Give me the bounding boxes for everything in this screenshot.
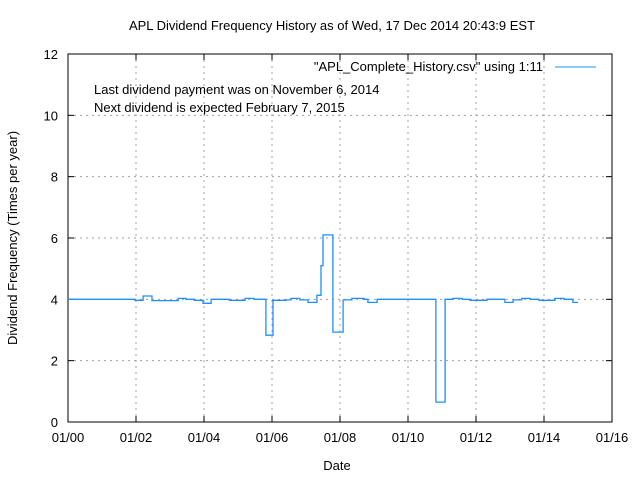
x-tick-label: 01/00: [52, 430, 85, 445]
x-axis-label: Date: [323, 458, 350, 473]
x-tick-label: 01/14: [528, 430, 561, 445]
x-tick-label: 01/12: [460, 430, 493, 445]
x-tick-label: 01/06: [256, 430, 289, 445]
grid-lines: [68, 54, 612, 422]
annotation-last-dividend: Last dividend payment was on November 6,…: [94, 82, 379, 97]
chart-title: APL Dividend Frequency History as of Wed…: [129, 18, 535, 33]
y-tick-label: 2: [51, 354, 58, 369]
x-tick-label: 01/16: [596, 430, 629, 445]
x-tick-label: 01/04: [188, 430, 221, 445]
y-tick-label: 4: [51, 292, 58, 307]
x-tick-label: 01/10: [392, 430, 425, 445]
y-tick-label: 8: [51, 170, 58, 185]
series-line: [68, 234, 578, 403]
x-tick-label: 01/02: [120, 430, 153, 445]
y-tick-label: 12: [44, 47, 58, 62]
y-axis-label: Dividend Frequency (Times per year): [5, 131, 20, 345]
axis-ticks: 01/00 01/02 01/04 01/06 01/08 01/10 01/12 01/14…: [44, 47, 629, 445]
legend-label: "APL_Complete_History.csv" using 1:11: [314, 59, 543, 74]
y-tick-label: 10: [44, 108, 58, 123]
x-tick-label: 01/08: [324, 430, 357, 445]
y-tick-label: 6: [51, 231, 58, 246]
y-tick-label: 0: [51, 415, 58, 430]
annotation-next-dividend: Next dividend is expected February 7, 20…: [94, 100, 345, 115]
